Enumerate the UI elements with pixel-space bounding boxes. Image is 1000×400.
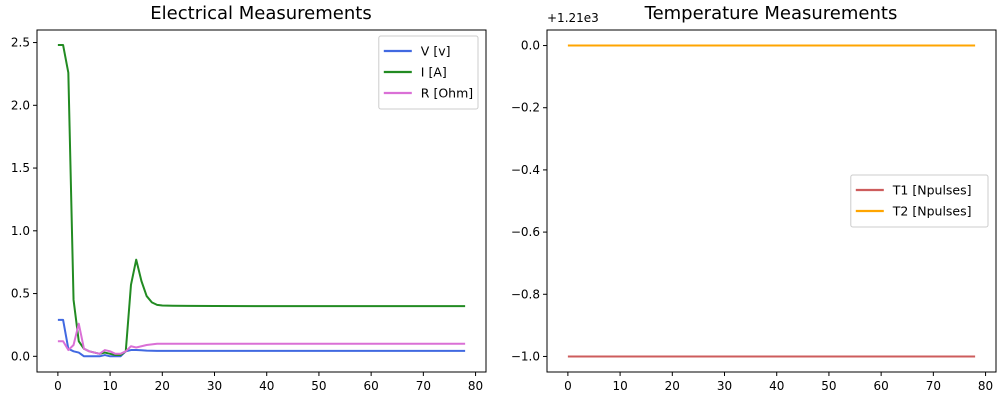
x-tick-label: 80 bbox=[978, 379, 993, 393]
y-tick-label: 1.5 bbox=[11, 161, 30, 175]
chart-title: Electrical Measurements bbox=[150, 3, 371, 24]
x-tick-label: 70 bbox=[926, 379, 941, 393]
series-line bbox=[57, 44, 466, 357]
x-axis: 0 10 20 30 40 50 60 70 80 bbox=[564, 372, 993, 393]
x-tick-label: 50 bbox=[311, 379, 326, 393]
series-line bbox=[57, 318, 466, 358]
y-axis: 0.0 0.5 1.0 1.5 2.0 2.5 bbox=[11, 36, 37, 363]
y-axis: 0.0 −0.2 −0.4 −0.6 −0.8 −1.0 bbox=[511, 39, 547, 363]
legend-label: T2 [Npulses] bbox=[892, 204, 972, 219]
x-tick-label: 40 bbox=[769, 379, 784, 393]
y-tick-label: −0.4 bbox=[511, 163, 540, 177]
x-tick-label: 0 bbox=[54, 379, 62, 393]
x-tick-label: 10 bbox=[612, 379, 627, 393]
y-tick-label: 1.0 bbox=[11, 224, 30, 238]
legend-label: R [Ohm] bbox=[421, 86, 473, 101]
x-tick-label: 20 bbox=[155, 379, 170, 393]
y-tick-label: 0.0 bbox=[521, 39, 540, 53]
plot-frame bbox=[546, 29, 997, 373]
x-tick-label: 60 bbox=[363, 379, 378, 393]
x-tick-label: 10 bbox=[102, 379, 117, 393]
x-tick-label: 30 bbox=[717, 379, 732, 393]
temperature-chart: Temperature Measurements +1.21e3 0 10 20 30… bbox=[511, 3, 997, 393]
y-tick-label: −0.2 bbox=[511, 101, 540, 115]
electrical-chart: Electrical Measurements 0 10 20 30 40 50 60 70 8… bbox=[11, 3, 487, 393]
legend-box bbox=[378, 35, 479, 110]
legend-label: T1 [Npulses] bbox=[892, 183, 972, 198]
y-tick-label: 2.5 bbox=[11, 36, 30, 50]
y-tick-label: −0.8 bbox=[511, 287, 540, 301]
legend: V [v] I [A] R [Ohm] bbox=[378, 35, 479, 110]
legend-box bbox=[850, 174, 989, 228]
legend-label: I [A] bbox=[421, 65, 447, 80]
legend: T1 [Npulses] T2 [Npulses] bbox=[850, 174, 989, 228]
y-tick-label: 0.0 bbox=[11, 349, 30, 363]
y-offset-label: +1.21e3 bbox=[547, 11, 599, 25]
x-tick-label: 80 bbox=[468, 379, 483, 393]
x-axis: 0 10 20 30 40 50 60 70 80 bbox=[54, 372, 483, 393]
series-lines bbox=[567, 44, 976, 358]
series-lines bbox=[57, 44, 466, 358]
x-tick-label: 30 bbox=[207, 379, 222, 393]
plot-frame bbox=[36, 29, 487, 373]
x-tick-label: 0 bbox=[564, 379, 572, 393]
x-tick-label: 60 bbox=[873, 379, 888, 393]
y-tick-label: −0.6 bbox=[511, 225, 540, 239]
x-tick-label: 40 bbox=[259, 379, 274, 393]
x-tick-label: 50 bbox=[821, 379, 836, 393]
chart-title: Temperature Measurements bbox=[644, 3, 898, 24]
y-tick-label: 2.0 bbox=[11, 98, 30, 112]
x-tick-label: 20 bbox=[665, 379, 680, 393]
y-tick-label: 0.5 bbox=[11, 287, 30, 301]
series-line bbox=[57, 322, 466, 355]
legend-label: V [v] bbox=[421, 44, 451, 59]
x-tick-label: 70 bbox=[416, 379, 431, 393]
y-tick-label: −1.0 bbox=[511, 349, 540, 363]
